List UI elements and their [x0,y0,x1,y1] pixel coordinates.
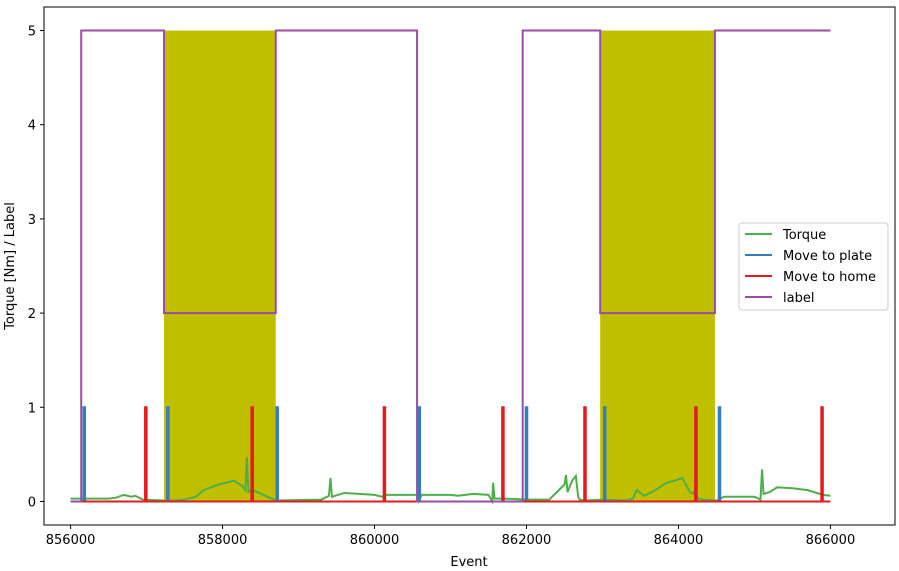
x-axis-label: Event [450,555,487,570]
legend-box [738,222,889,311]
x-tick-label: 856000 [46,533,96,548]
y-tick-label: 4 [28,119,36,134]
x-axis: 856000 858000 860000 862000 864000 866000 [46,525,855,548]
shaded-region-2 [600,30,715,502]
y-tick-label: 3 [28,213,36,228]
series-line-label [70,29,831,503]
x-tick-label: 864000 [654,533,704,548]
series-lines [70,29,831,505]
y-tick-label: 0 [28,495,36,510]
y-tick-label: 2 [28,307,36,322]
legend-label-move-to-home: Move to home [783,270,876,285]
y-tick-label: 1 [28,401,36,416]
legend-label-label: label [783,291,814,306]
legend-label-torque: Torque [782,228,826,243]
plot-frame [43,6,896,526]
y-axis-label: Torque [Nm] / Label [3,202,18,331]
legend: Torque Move to plate Move to home label [738,222,889,311]
shaded-region-1 [164,30,276,502]
y-axis: 0 1 2 3 4 5 [28,25,44,510]
x-tick-label: 860000 [350,533,400,548]
series-line-move-to-home [70,406,831,503]
x-tick-label: 866000 [806,533,856,548]
x-tick-label: 858000 [198,533,248,548]
y-tick-label: 5 [28,25,36,40]
x-tick-label: 862000 [502,533,552,548]
legend-label-move-to-plate: Move to plate [783,249,872,264]
